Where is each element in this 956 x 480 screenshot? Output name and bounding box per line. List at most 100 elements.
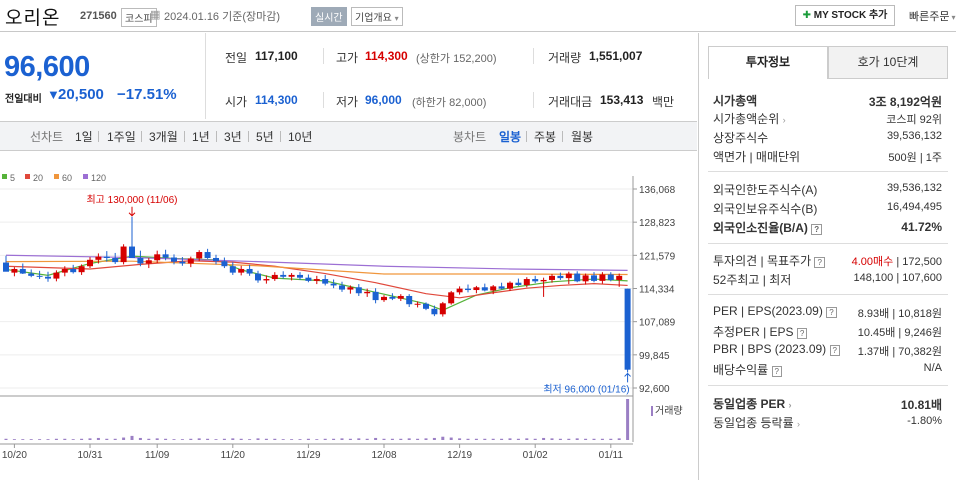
candle-body <box>305 277 312 281</box>
help-icon[interactable]: ? <box>811 224 823 235</box>
high-label: 고가 <box>336 51 359 65</box>
candle-body <box>196 252 203 259</box>
divider <box>248 131 249 142</box>
industry-per-label[interactable]: 동일업종 PER › <box>713 395 792 412</box>
candle-body <box>95 256 102 260</box>
divider <box>708 385 948 386</box>
candle-body <box>112 257 119 263</box>
prev-close-value: 117,100 <box>255 49 298 63</box>
candle-body <box>120 246 127 263</box>
candle-body <box>171 257 177 262</box>
candle-body <box>347 287 354 290</box>
volume-bar <box>96 437 100 440</box>
down-triangle-icon: ▼ <box>47 87 60 102</box>
x-tick-label: 01/11 <box>599 450 624 461</box>
help-icon[interactable]: ? <box>796 328 808 339</box>
candle-chart-label: 봉차트 <box>453 130 487 144</box>
my-stock-add-button[interactable]: ✚ MY STOCK 추가 <box>795 5 895 26</box>
chevron-right-icon: › <box>788 400 792 410</box>
candle-body <box>271 274 278 280</box>
open-value: 114,300 <box>255 93 298 107</box>
y-tick-label: 136,068 <box>639 185 676 196</box>
per-value: 8.93배 | 10,818원 <box>857 308 942 320</box>
volume-bar <box>88 438 92 440</box>
candle-body <box>414 303 421 305</box>
volume-bar <box>516 438 520 440</box>
period-5y[interactable]: 5년 <box>256 130 274 144</box>
quick-order-label: 빠른주문 <box>909 11 950 23</box>
stock-chart[interactable]: 5 20 60 120 136,068 128,823 121,579 114,334 107… <box>0 152 697 480</box>
candle-body <box>448 292 455 304</box>
candle-body <box>565 273 572 279</box>
volume-bar <box>558 438 562 440</box>
volume-bar <box>617 438 621 440</box>
candle-body <box>549 275 555 280</box>
pbr-value: 1.37배 | 70,382원 <box>857 346 942 358</box>
my-stock-label: MY STOCK 추가 <box>813 10 888 21</box>
change-label: 전일대비 <box>5 94 42 105</box>
prev-close-label: 전일 <box>225 51 248 65</box>
period-1y[interactable]: 1년 <box>192 130 210 144</box>
foreign-ratio-value: 41.72% <box>901 220 942 234</box>
candle-body <box>364 291 371 294</box>
volume-bar <box>105 438 109 440</box>
volume-value: 1,551,007 <box>589 49 643 63</box>
help-icon[interactable]: ? <box>814 257 825 268</box>
help-icon[interactable]: ? <box>771 366 782 377</box>
period-1w[interactable]: 1주일 <box>107 130 136 144</box>
corp-overview-button[interactable]: 기업개요 ▾ <box>351 7 403 26</box>
pbr-label: PBR | BPS (2023.09) ? <box>713 342 840 356</box>
mcap-rank-label[interactable]: 시가총액순위 › <box>713 110 786 127</box>
volume-bar <box>315 439 319 440</box>
candle-body <box>154 254 161 261</box>
candle-body <box>439 303 446 315</box>
candle-body <box>263 279 270 281</box>
realtime-button[interactable]: 실시간 <box>311 7 347 26</box>
divider <box>98 131 99 142</box>
candle-weekly[interactable]: 주봉 <box>534 130 557 144</box>
industry-rate-label[interactable]: 동일업종 등락률 › <box>713 414 800 431</box>
volume-bar <box>172 439 176 440</box>
volume-bar <box>63 438 67 440</box>
low-value: 96,000 <box>365 93 402 107</box>
x-tick-label: 10/31 <box>77 450 102 461</box>
candle-body <box>465 288 471 291</box>
plus-icon: ✚ <box>802 10 811 21</box>
volume-bar <box>264 438 268 440</box>
volume-label: 거래량 <box>655 405 683 417</box>
tab-invest-info[interactable]: 투자정보 <box>708 46 828 79</box>
period-3m[interactable]: 3개월 <box>149 130 178 144</box>
candle-body <box>355 287 362 294</box>
period-1d[interactable]: 1일 <box>75 130 93 144</box>
candle-body <box>473 287 480 291</box>
period-10y[interactable]: 10년 <box>288 130 313 144</box>
legend-label-20: 20 <box>33 173 43 183</box>
stock-name: 오리온 <box>5 8 61 29</box>
par-label: 액면가 | 매매단위 <box>713 150 801 164</box>
y-tick-label: 128,823 <box>639 218 676 229</box>
quick-order-button[interactable]: 빠른주문 ▾ <box>909 8 956 24</box>
volume-bar <box>567 438 571 440</box>
help-icon[interactable]: ? <box>826 307 837 318</box>
period-3y[interactable]: 3년 <box>224 130 242 144</box>
candle-monthly[interactable]: 월봉 <box>571 130 594 144</box>
volume-bar <box>508 438 512 440</box>
candle-body <box>36 275 43 277</box>
chart-grid <box>0 188 633 389</box>
divider <box>533 48 534 64</box>
candle-body <box>45 276 51 279</box>
volume-bar <box>38 439 42 440</box>
chart-axes: 136,068 128,823 121,579 114,334 107,089 99,84… <box>0 176 676 461</box>
help-icon[interactable]: ? <box>829 345 840 356</box>
shares-label: 상장주식수 <box>713 131 769 145</box>
volume-bar <box>189 438 193 440</box>
tab-quote-10[interactable]: 호가 10단계 <box>828 46 948 79</box>
dividend-value: N/A <box>923 362 942 374</box>
candle-body <box>145 260 152 264</box>
candle-body <box>431 308 438 315</box>
opinion-value: 4.00매수 | 172,500 <box>852 253 942 269</box>
volume-bar <box>71 439 75 440</box>
corp-overview-label: 기업개요 <box>355 13 392 24</box>
divider <box>216 131 217 142</box>
candle-daily[interactable]: 일봉 <box>499 130 522 144</box>
